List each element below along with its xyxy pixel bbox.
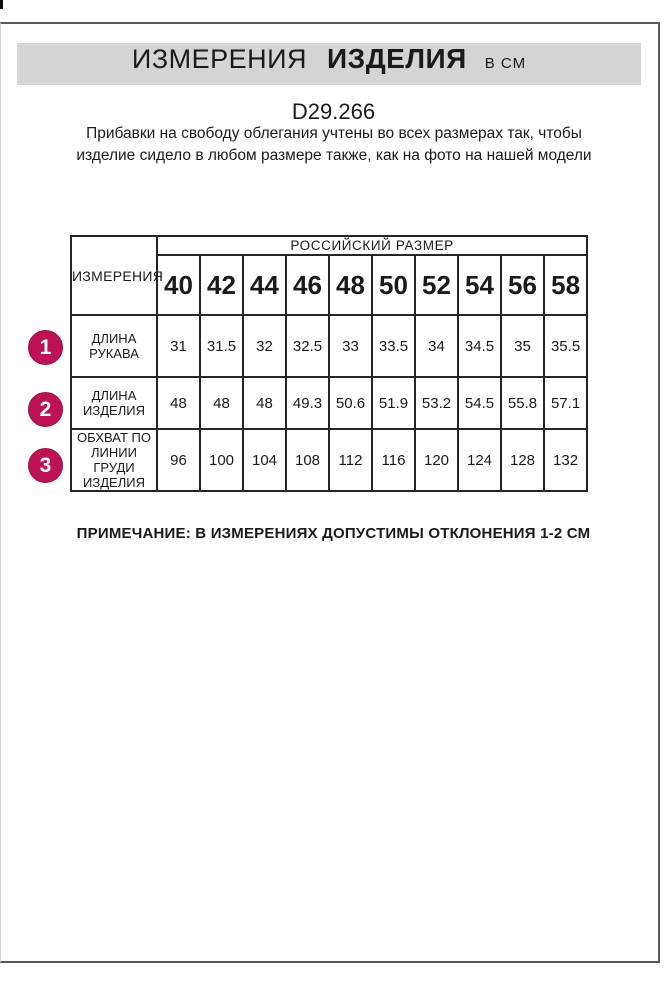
size-col-header: 44 [242,254,287,316]
value-cell: 54.5 [457,376,502,430]
value-cell: 35.5 [542,314,589,378]
size-col-header: 46 [285,254,330,316]
value-cell: 57.1 [542,376,589,430]
value-cell: 100 [199,428,244,492]
size-col-header: 50 [371,254,416,316]
value-cell: 48 [156,376,201,430]
table-row-chest-girth: ОБХВАТ ПО ЛИНИИ ГРУДИ ИЗДЕЛИЯ 96 100 104… [70,428,589,492]
row-number-badge-1: 1 [28,330,63,365]
value-cell: 33.5 [371,314,416,378]
table-row-sleeve-length: ДЛИНА РУКАВА 31 31.5 32 32.5 33 33.5 34 … [70,314,589,378]
russian-size-header: РОССИЙСКИЙ РАЗМЕР [155,235,589,256]
value-cell: 31.5 [199,314,244,378]
value-cell: 32.5 [285,314,330,378]
size-header-row: 40 42 44 46 48 50 52 54 56 58 [71,254,589,316]
value-cell: 48 [199,376,244,430]
row-number-badge-2: 2 [28,392,63,427]
page-title-regular: ИЗМЕРЕНИЯ [131,44,308,74]
size-col-header: 48 [328,254,373,316]
page-title-units: В СМ [484,55,527,72]
value-cell: 51.9 [371,376,416,430]
fit-description: Прибавки на свободу облегания учтены во … [76,125,592,164]
value-cell: 48 [242,376,287,430]
size-col-header: 42 [199,254,244,316]
value-cell: 104 [242,428,287,492]
page-title-bold: ИЗДЕЛИЯ [327,43,467,74]
row-label: ОБХВАТ ПО ЛИНИИ ГРУДИ ИЗДЕЛИЯ [70,428,158,492]
value-cell: 50.6 [328,376,373,430]
value-cell: 33 [328,314,373,378]
row-label: ДЛИНА ИЗДЕЛИЯ [70,376,158,430]
row-number-badge-3: 3 [28,448,63,483]
product-code: D29.266 [291,99,376,124]
value-cell: 108 [285,428,330,492]
table-row-item-length: ДЛИНА ИЗДЕЛИЯ 48 48 48 49.3 50.6 51.9 53… [70,376,589,430]
value-cell: 34.5 [457,314,502,378]
value-cell: 116 [371,428,416,492]
value-cell: 55.8 [500,376,545,430]
value-cell: 31 [156,314,201,378]
value-cell: 124 [457,428,502,492]
size-col-header: 54 [457,254,502,316]
value-cell: 32 [242,314,287,378]
page-frame [0,22,660,963]
size-col-header: 40 [156,254,201,316]
value-cell: 96 [156,428,201,492]
size-table: ИЗМЕРЕНИЯ РОССИЙСКИЙ РАЗМЕР 40 42 44 46 … [70,235,589,492]
size-col-header: 58 [542,254,589,316]
measurements-corner-cell: ИЗМЕРЕНИЯ [70,235,163,316]
row-label: ДЛИНА РУКАВА [70,314,158,378]
size-col-header: 52 [414,254,459,316]
value-cell: 132 [542,428,589,492]
value-cell: 49.3 [285,376,330,430]
title-bar: ИЗМЕРЕНИЯ ИЗДЕЛИЯ В СМ [17,43,641,85]
value-cell: 128 [500,428,545,492]
corner-mark [0,0,3,9]
value-cell: 34 [414,314,459,378]
value-cell: 120 [414,428,459,492]
value-cell: 112 [328,428,373,492]
note-text: ПРИМЕЧАНИЕ: В ИЗМЕРЕНИЯХ ДОПУСТИМЫ ОТКЛО… [76,525,591,542]
value-cell: 35 [500,314,545,378]
value-cell: 53.2 [414,376,459,430]
size-col-header: 56 [500,254,545,316]
